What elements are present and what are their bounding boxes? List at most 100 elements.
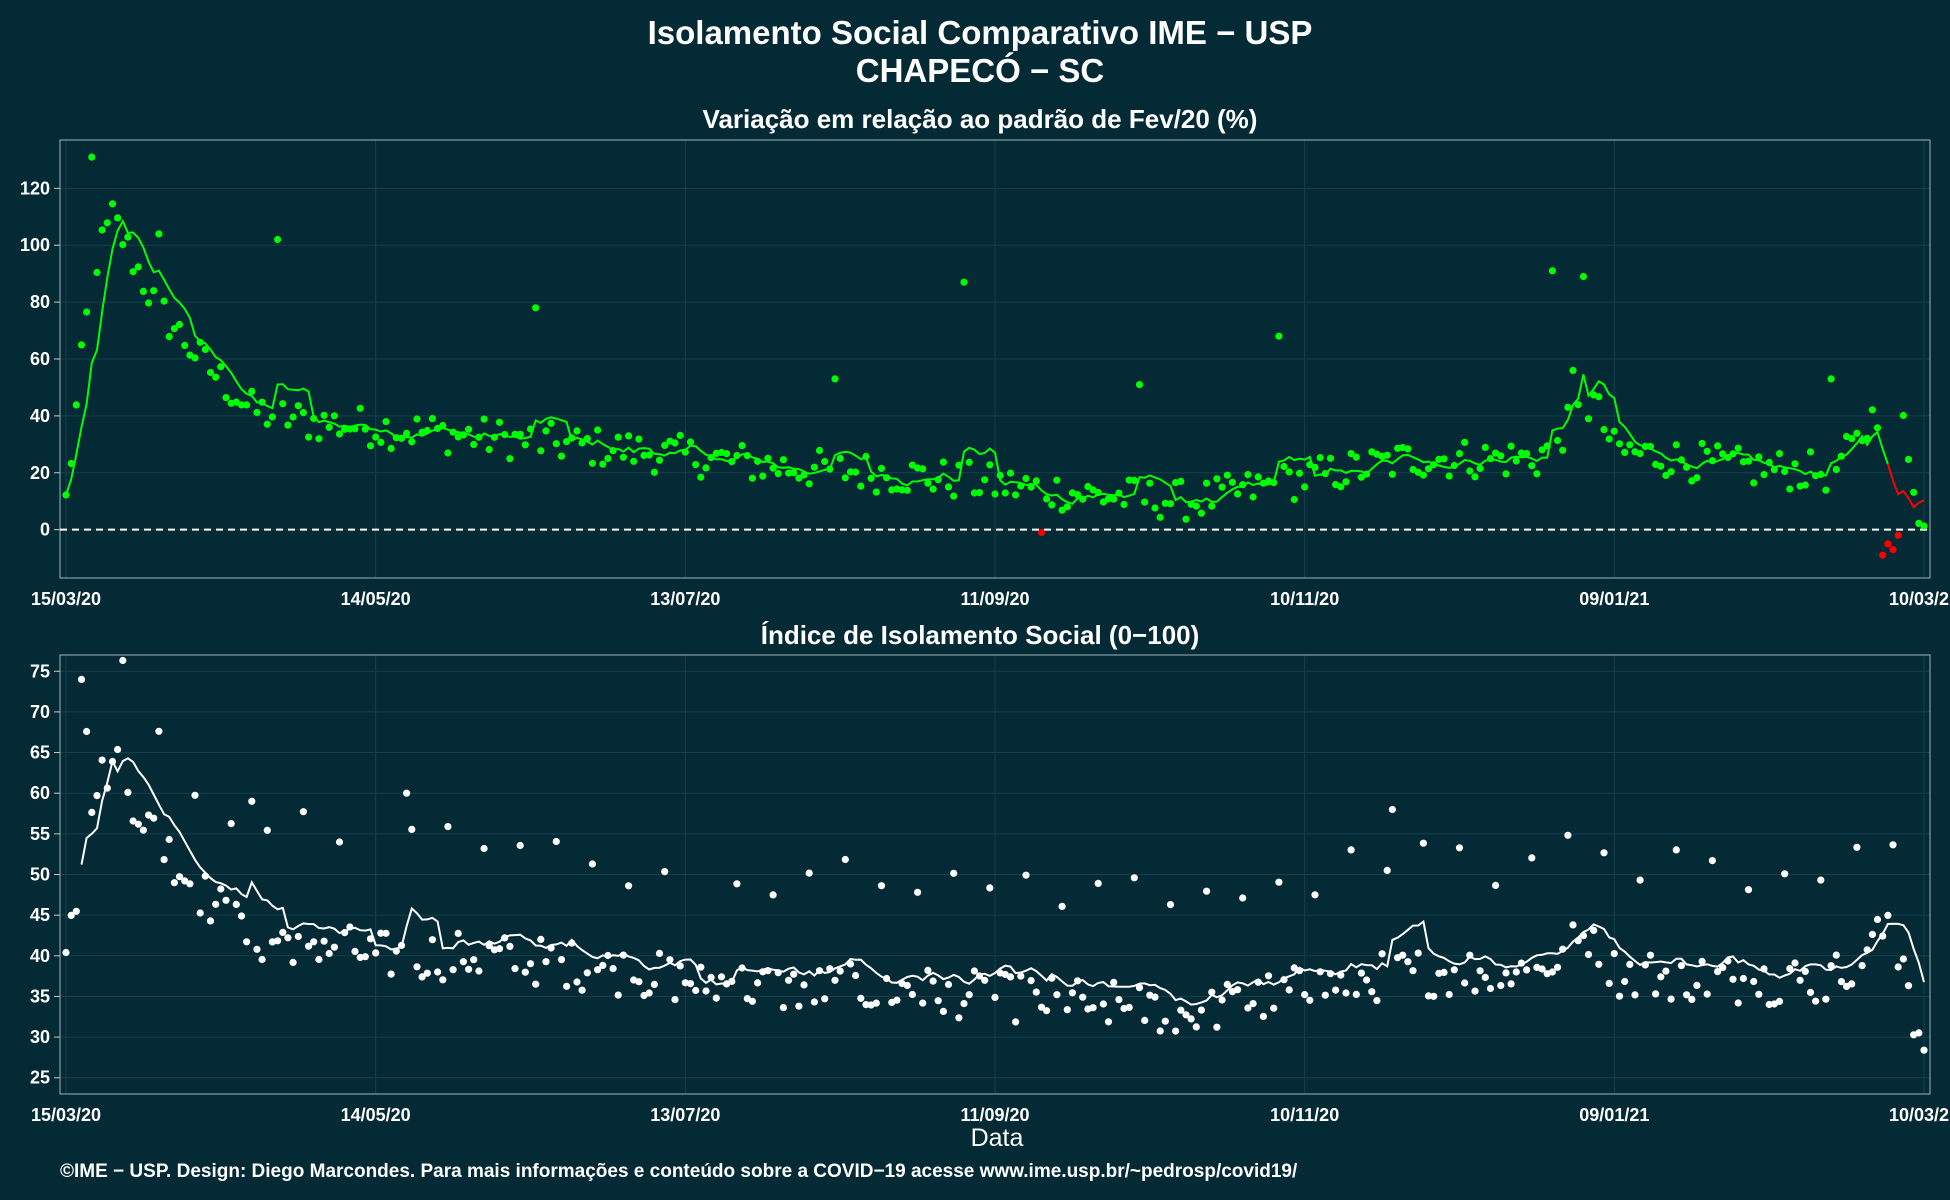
data-point: [934, 476, 942, 484]
data-point: [542, 958, 550, 966]
data-point: [145, 299, 153, 307]
data-point: [98, 756, 106, 764]
data-point: [1239, 894, 1247, 902]
data-point: [769, 464, 777, 472]
data-point: [764, 454, 772, 462]
data-point: [1559, 945, 1567, 953]
data-point: [1894, 963, 1902, 971]
data-point: [1796, 976, 1804, 984]
data-point: [1848, 435, 1856, 443]
data-point: [1017, 972, 1025, 980]
chart-title: Isolamento Social Comparativo IME − USP: [648, 14, 1313, 51]
data-point: [320, 411, 328, 419]
data-point: [712, 994, 720, 1002]
data-point: [366, 935, 375, 943]
x-tick-label: 15/03/20: [31, 1105, 101, 1125]
data-point: [779, 1004, 788, 1012]
data-point: [1621, 977, 1629, 986]
data-point: [1223, 980, 1231, 989]
data-point: [692, 461, 700, 469]
data-point: [495, 418, 504, 426]
data-point: [1120, 500, 1128, 509]
data-point: [1027, 483, 1035, 491]
data-point: [1213, 475, 1221, 483]
data-point: [490, 433, 498, 441]
data-point: [1538, 965, 1546, 973]
y-tick-label: 40: [30, 406, 50, 426]
data-point: [1646, 951, 1655, 959]
data-point: [991, 993, 999, 1002]
data-point: [1750, 977, 1758, 986]
data-point: [1022, 871, 1030, 879]
data-point: [1027, 977, 1035, 985]
data-point: [991, 490, 999, 498]
data-point: [1584, 950, 1593, 959]
data-point: [578, 439, 586, 447]
data-point: [1306, 996, 1314, 1004]
data-point: [299, 409, 307, 417]
data-point: [1775, 450, 1784, 458]
data-point: [774, 470, 782, 478]
data-point: [408, 438, 416, 446]
data-point: [1419, 471, 1427, 479]
data-point: [1564, 403, 1572, 411]
data-point: [1368, 988, 1376, 996]
data-point: [883, 474, 891, 482]
data-point: [1135, 984, 1144, 992]
data-point: [1161, 1017, 1169, 1025]
data-point: [929, 977, 937, 985]
data-point: [1626, 960, 1634, 969]
data-point: [955, 1014, 963, 1022]
data-point: [924, 966, 932, 975]
data-point: [134, 820, 142, 828]
data-point: [485, 942, 493, 950]
data-point: [465, 965, 473, 973]
data-point: [170, 325, 178, 333]
data-point: [1863, 946, 1871, 954]
data-point: [1058, 506, 1066, 514]
data-point: [475, 433, 483, 441]
data-point: [1399, 951, 1407, 959]
data-point: [754, 979, 762, 987]
data-point: [821, 995, 829, 1003]
data-point: [1848, 980, 1856, 988]
data-point: [1249, 493, 1257, 501]
data-point: [1104, 495, 1113, 503]
data-point: [1492, 881, 1500, 890]
data-point: [1063, 503, 1071, 511]
data-point: [506, 455, 514, 463]
data-point: [119, 656, 127, 665]
data-point: [981, 476, 989, 484]
data-point: [1507, 442, 1515, 450]
data-point: [1342, 478, 1350, 486]
data-point: [1548, 968, 1556, 976]
data-point: [924, 479, 932, 487]
data-point: [1471, 473, 1479, 481]
data-point: [728, 977, 736, 986]
moving-average-line: [80, 757, 1925, 1006]
data-point: [1130, 874, 1138, 882]
data-point: [330, 943, 338, 951]
data-point: [217, 363, 225, 371]
x-tick-label: 14/05/20: [341, 1105, 411, 1125]
data-point: [1455, 450, 1464, 458]
data-point: [1084, 482, 1092, 491]
data-point: [950, 869, 958, 877]
data-point: [124, 788, 132, 797]
data-point: [599, 961, 607, 970]
data-point: [1755, 990, 1763, 998]
data-point: [908, 990, 917, 999]
data-point: [1502, 470, 1510, 478]
data-point: [532, 980, 540, 988]
data-point: [1192, 502, 1200, 510]
data-point: [1497, 452, 1505, 460]
data-point: [826, 465, 834, 473]
data-point: [1822, 486, 1830, 494]
data-point: [155, 230, 163, 238]
data-point: [1430, 461, 1438, 469]
data-point: [857, 994, 865, 1002]
data-point: [1781, 870, 1789, 878]
y-tick-label: 50: [30, 865, 50, 885]
data-point: [1301, 483, 1309, 491]
data-point: [563, 982, 571, 990]
